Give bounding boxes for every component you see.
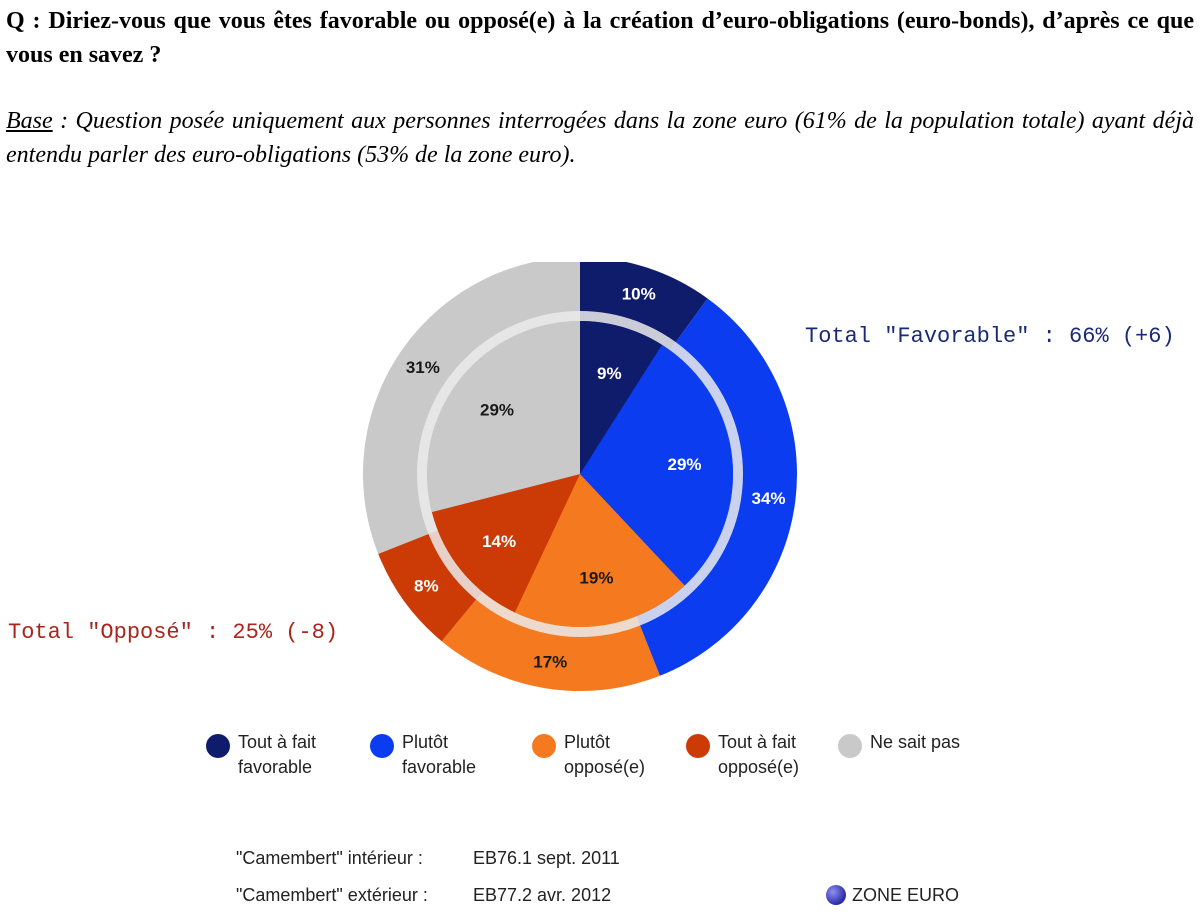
inner-slice <box>427 321 580 513</box>
inner-value-label: 19% <box>579 569 613 588</box>
inner-slice <box>580 344 733 586</box>
inner-value-label: 9% <box>597 364 622 383</box>
inner-value-label: 29% <box>480 401 514 420</box>
outer-value-label: 31% <box>406 358 440 377</box>
source-outer-value: EB77.2 avr. 2012 <box>473 885 612 905</box>
base-text: : Question posée uniquement aux personne… <box>6 108 1194 168</box>
outer-value-label: 34% <box>751 489 785 508</box>
legend-swatch <box>686 734 710 758</box>
legend-label: Plutôt opposé(e) <box>564 732 646 777</box>
question-text: Q : Diriez-vous que vous êtes favorable … <box>6 8 1194 68</box>
zone-euro-badge: ZONE EURO <box>826 885 959 906</box>
legend-swatch <box>838 734 862 758</box>
inner-slice <box>514 474 685 627</box>
legend-label: Tout à fait opposé(e) <box>718 732 800 777</box>
outer-value-label: 10% <box>622 284 656 303</box>
inner-slice <box>580 321 662 474</box>
legend: Tout à fait favorable Plutôt favorable P… <box>0 730 1200 830</box>
outer-value-label: 8% <box>414 577 439 596</box>
legend-label: Plutôt favorable <box>402 732 477 777</box>
source-inner: "Camembert" intérieur : EB76.1 sept. 201… <box>236 848 620 869</box>
inner-value-label: 29% <box>668 455 702 474</box>
base-note: Base : Question posée uniquement aux per… <box>6 104 1194 172</box>
pie-separator-ring <box>417 311 743 637</box>
outer-value-label: 17% <box>533 653 567 672</box>
inner-slice <box>431 474 580 613</box>
pie-labels: 10% 34% 17% 8% 31% 9% 29% 19% 14% 29% <box>406 284 786 671</box>
legend-label: Tout à fait favorable <box>238 732 317 777</box>
base-label: Base <box>6 108 53 134</box>
globe-icon <box>826 885 846 905</box>
source-inner-value: EB76.1 sept. 2011 <box>473 848 620 868</box>
total-favorable: Total "Favorable" : 66% (+6) <box>805 324 1175 349</box>
legend-label: Ne sait pas <box>870 732 961 752</box>
legend-swatch <box>370 734 394 758</box>
source-outer: "Camembert" extérieur : EB77.2 avr. 2012 <box>236 885 611 906</box>
zone-label: ZONE EURO <box>852 885 960 905</box>
source-inner-label: "Camembert" intérieur : <box>236 848 423 868</box>
inner-value-label: 14% <box>482 532 516 551</box>
total-oppose: Total "Opposé" : 25% (-8) <box>8 620 339 645</box>
legend-swatch <box>532 734 556 758</box>
double-pie-chart: 10% 34% 17% 8% 31% 9% 29% 19% 14% 29% <box>363 262 797 691</box>
inner-pie <box>427 321 733 627</box>
source-outer-label: "Camembert" extérieur : <box>236 885 428 905</box>
legend-swatch <box>206 734 230 758</box>
